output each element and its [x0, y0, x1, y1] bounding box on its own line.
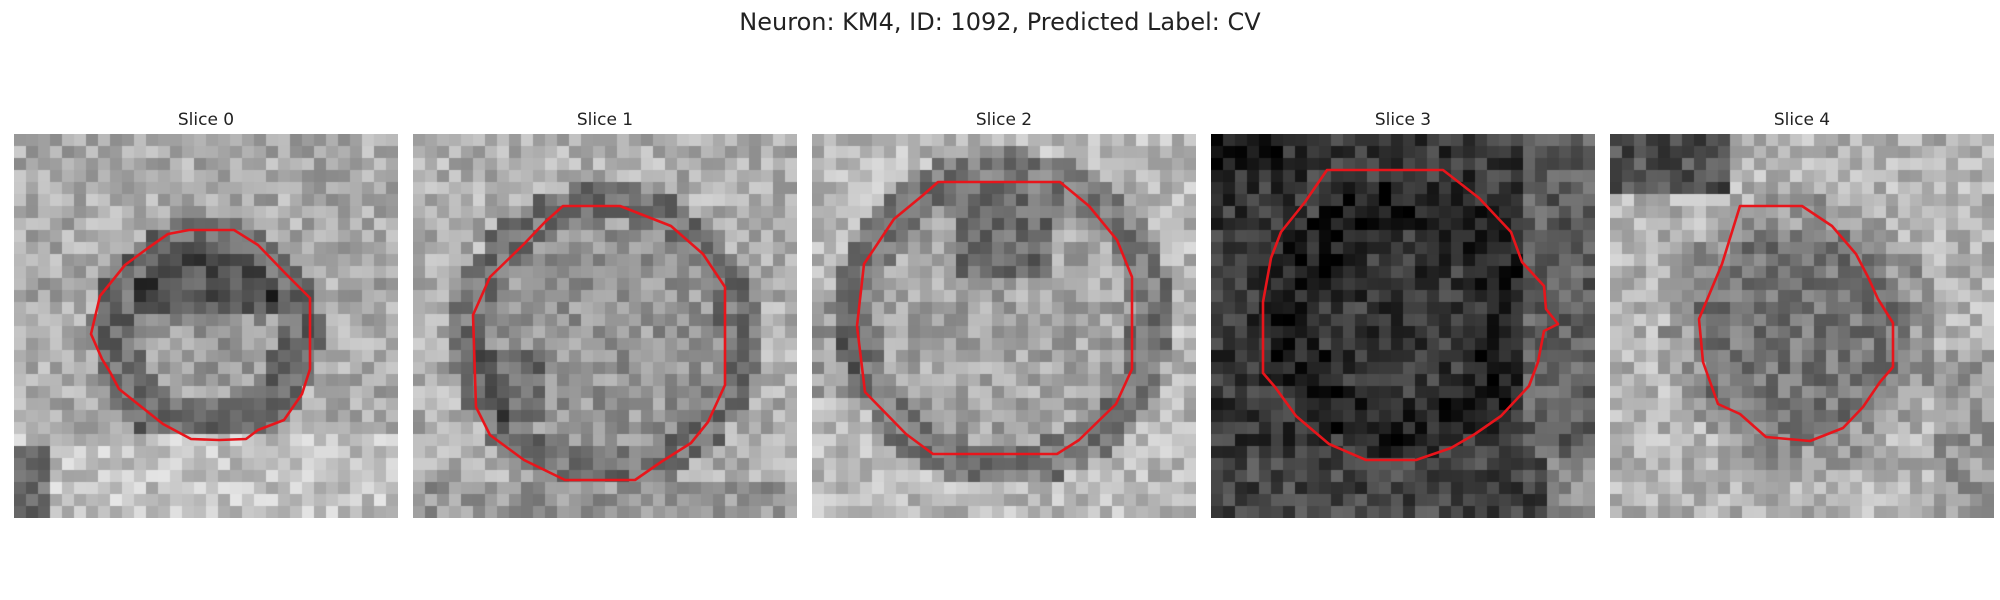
slice-panel-0: Slice 0 [14, 108, 398, 518]
slice-title-0: Slice 0 [177, 110, 235, 130]
slice-image-1 [413, 134, 797, 518]
figure-title: Neuron: KM4, ID: 1092, Predicted Label: … [739, 8, 1261, 36]
roi-outline-3 [1261, 168, 1560, 462]
slice-panel-1: Slice 1 [413, 108, 797, 518]
roi-outline-4 [1697, 204, 1895, 443]
slice-image-0 [14, 134, 398, 518]
slice-panel-4: Slice 4 [1610, 108, 1994, 518]
slice-title-3: Slice 3 [1374, 110, 1432, 130]
slice-panel-2: Slice 2 [812, 108, 1196, 518]
slice-title-1: Slice 1 [576, 110, 634, 130]
slice-panel-3: Slice 3 [1211, 108, 1595, 518]
slice-title-2: Slice 2 [975, 110, 1033, 130]
roi-outline-2 [855, 180, 1134, 456]
roi-outline-1 [471, 204, 727, 482]
roi-outline-0 [89, 228, 312, 442]
slice-image-4 [1610, 134, 1994, 518]
slice-title-4: Slice 4 [1773, 110, 1831, 130]
slice-image-3 [1211, 134, 1595, 518]
